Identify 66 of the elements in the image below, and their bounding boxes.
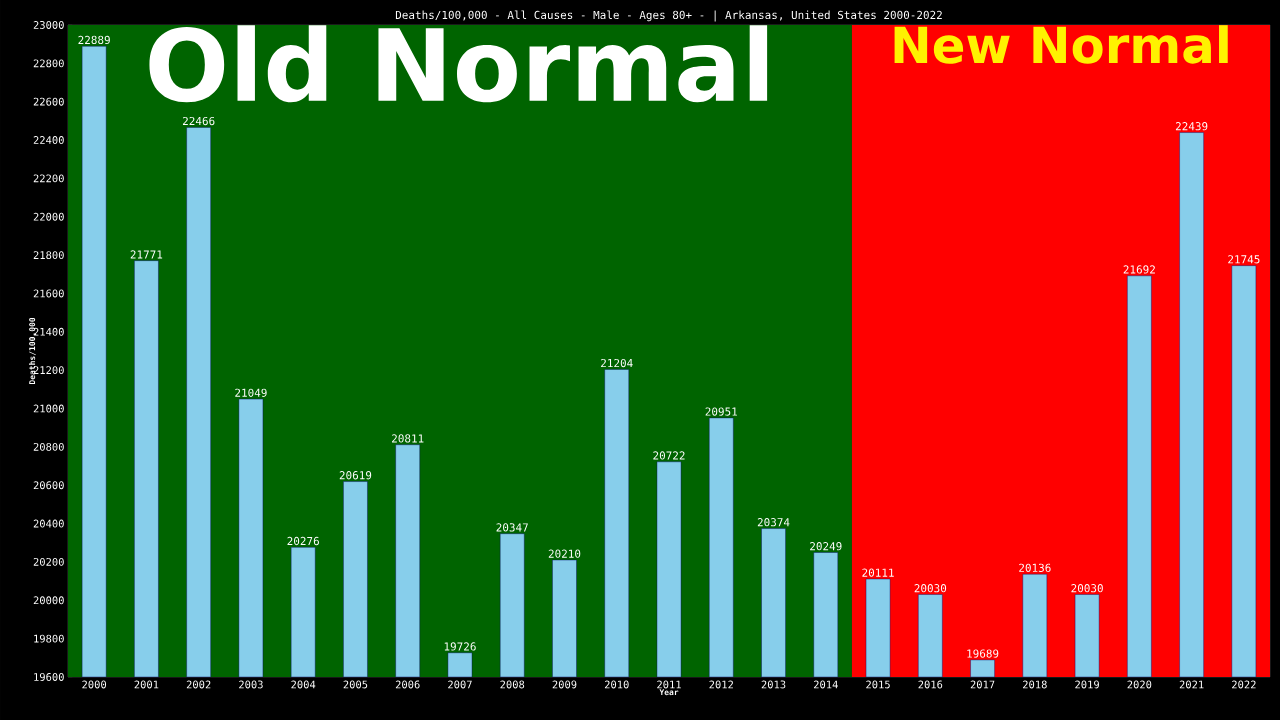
data-label: 19689	[967, 649, 999, 658]
y-tick-label: 21000	[33, 404, 64, 413]
x-tick-label: 2000	[82, 680, 107, 689]
x-tick-label: 2020	[1127, 680, 1152, 689]
y-tick-label: 19600	[34, 673, 64, 681]
x-tick-label: 2006	[395, 680, 420, 689]
y-tick-label: 22800	[33, 59, 64, 68]
band-label: New Normal	[894, 25, 1228, 64]
data-label: 20136	[1019, 563, 1051, 572]
x-tick-label: 2005	[343, 680, 368, 689]
y-tick-label: 22200	[33, 174, 64, 183]
x-tick-label: 2011	[657, 680, 681, 689]
x-tick-label: 2015	[866, 680, 890, 689]
y-tick-label: 23000	[33, 21, 64, 29]
data-label: 20811	[392, 434, 424, 443]
x-tick-label: 2019	[1075, 680, 1099, 689]
y-tick-label: 20400	[33, 519, 64, 528]
y-tick-label: 20800	[33, 442, 64, 451]
data-label: 22889	[78, 35, 110, 45]
data-label: 20111	[862, 568, 894, 577]
y-tick-label: 20000	[33, 596, 64, 605]
x-tick-label: 2012	[709, 680, 733, 689]
data-label: 20722	[653, 451, 685, 460]
x-tick-label: 2003	[239, 680, 263, 689]
y-tick-label: 22400	[33, 136, 64, 144]
x-tick-label: 2001	[134, 680, 159, 689]
data-label: 21204	[601, 358, 633, 368]
data-label: 20951	[705, 407, 738, 416]
x-tick-label: 2013	[761, 680, 786, 689]
x-tick-label: 2007	[448, 680, 472, 689]
y-tick-label: 21800	[33, 251, 64, 260]
x-tick-label: 2016	[918, 680, 943, 689]
x-tick-label: 2017	[970, 680, 995, 689]
data-label: 22439	[1175, 122, 1208, 131]
y-tick-label: 20200	[33, 557, 64, 566]
data-label: 21771	[130, 250, 163, 259]
data-label: 20347	[496, 523, 528, 532]
data-label: 22466	[182, 116, 215, 126]
x-tick-label: 2021	[1179, 680, 1204, 689]
data-label: 20030	[914, 584, 947, 593]
data-label: 21049	[235, 388, 267, 397]
y-tick-label: 21600	[33, 289, 64, 298]
x-tick-label: 2010	[604, 680, 629, 689]
y-tick-label: 22000	[33, 212, 64, 221]
x-tick-label: 2009	[552, 680, 577, 689]
data-label: 21692	[1123, 265, 1155, 274]
x-tick-label: 2008	[500, 680, 525, 689]
data-label: 20619	[339, 471, 372, 480]
y-tick-label: 20600	[33, 481, 64, 490]
y-tick-label: 22600	[33, 97, 64, 106]
data-label: 20276	[287, 536, 319, 546]
x-tick-label: 2022	[1232, 680, 1256, 689]
band-label: Old Normal	[149, 25, 768, 103]
x-tick-label: 2002	[186, 680, 211, 689]
y-tick-label: 21400	[33, 327, 64, 336]
data-label: 20030	[1071, 584, 1103, 593]
data-label: 20374	[757, 518, 790, 527]
data-label: 19726	[444, 642, 476, 651]
data-label: 21745	[1228, 255, 1260, 264]
data-label: 20210	[548, 549, 581, 558]
x-tick-label: 2014	[813, 680, 838, 689]
x-tick-label: 2004	[291, 680, 316, 689]
y-tick-label: 19800	[34, 634, 64, 643]
data-label: 20249	[810, 542, 842, 551]
chart-title: Deaths/100,000 - All Causes - Male - Ages 80+ - | Arkansas, United States 2000-2022	[395, 10, 942, 22]
x-tick-label: 2018	[1023, 680, 1047, 689]
